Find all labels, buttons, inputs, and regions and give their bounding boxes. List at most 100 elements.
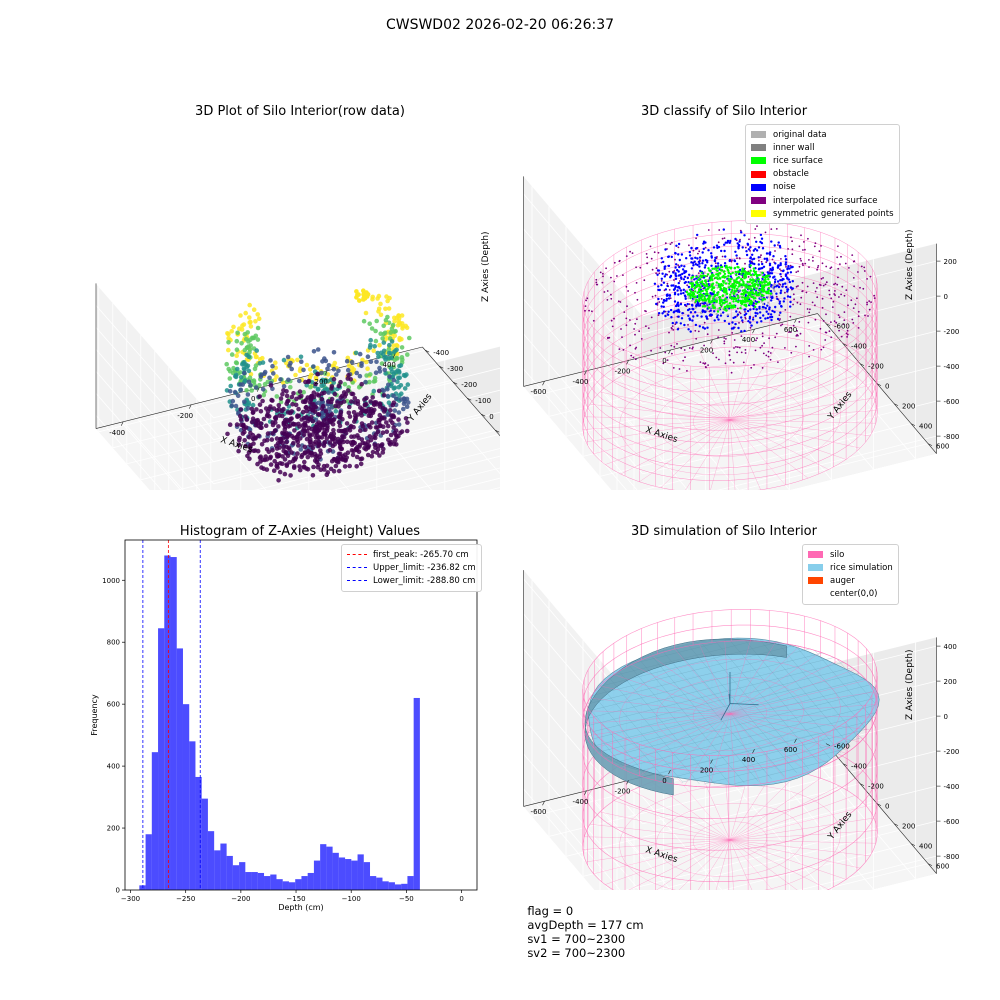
raw-data-point: [238, 387, 244, 393]
rice-surface-side: [584, 638, 787, 796]
rice-surface-point: [697, 288, 701, 291]
rice-surface-point: [752, 292, 755, 295]
interpolated-surface-point: [664, 242, 667, 245]
raw-data-point: [374, 318, 380, 324]
interpolated-surface-point: [657, 251, 660, 254]
x-tick-label: 200: [700, 347, 713, 355]
legend-item-inner-wall: inner wall: [751, 141, 894, 154]
raw-data-point: [229, 329, 234, 334]
x-tick-label: −250: [176, 895, 195, 903]
noise-point: [751, 253, 754, 256]
interpolated-surface-point: [825, 281, 828, 284]
noise-point: [662, 281, 666, 284]
rice-surface-point: [724, 266, 728, 269]
interpolated-surface-point: [864, 314, 866, 317]
noise-point: [702, 247, 705, 251]
raw-data-point: [318, 448, 323, 453]
interpolated-surface-point: [744, 246, 747, 249]
noise-point: [726, 239, 730, 243]
raw-data-point: [384, 429, 390, 435]
legend-item-rice-simulation: rice simulation: [808, 561, 893, 574]
raw-data-point: [226, 347, 231, 353]
rice-surface-point: [741, 296, 744, 299]
rice-surface-point: [755, 275, 759, 278]
interpolated-surface-point: [843, 294, 846, 297]
noise-point: [782, 269, 785, 272]
noise-point: [772, 276, 775, 279]
raw-data-point: [281, 448, 287, 454]
raw-data-point: [320, 359, 325, 364]
rice-surface-point: [763, 298, 767, 301]
interpolated-surface-point: [634, 322, 637, 325]
raw-data-point: [298, 447, 304, 452]
interpolated-surface-point: [738, 346, 741, 349]
interpolated-surface-point: [866, 301, 868, 304]
interpolated-surface-point: [854, 303, 857, 306]
noise-point: [677, 315, 680, 318]
raw-data-point: [328, 466, 334, 472]
raw-data-point: [379, 361, 385, 366]
raw-data-point: [248, 382, 253, 388]
rice-surface-point: [729, 293, 732, 296]
noise-point: [777, 241, 780, 244]
histogram-bar: [189, 741, 196, 890]
interpolated-surface-point: [805, 291, 808, 294]
interpolated-surface-point: [784, 291, 786, 294]
raw-data-point: [380, 336, 385, 341]
interpolated-surface-point: [837, 314, 840, 316]
raw-data-point: [397, 363, 402, 369]
rice-surface-point: [740, 278, 743, 281]
noise-point: [680, 264, 683, 267]
rice-surface-point: [769, 292, 772, 295]
interpolated-surface-point: [621, 336, 623, 338]
noise-point: [672, 284, 675, 287]
original-data-point: [720, 312, 723, 315]
interpolated-surface-point: [729, 359, 732, 361]
histogram-bar: [207, 831, 215, 890]
raw-data-point: [272, 458, 278, 464]
noise-point: [768, 262, 772, 265]
interpolated-surface-point: [686, 370, 688, 372]
raw-data-point: [238, 313, 243, 318]
noise-point: [754, 311, 757, 315]
raw-data-point: [352, 400, 358, 405]
rice-surface-point: [699, 281, 702, 284]
raw-data-point: [320, 414, 325, 420]
interpolated-surface-point: [822, 346, 825, 349]
legend-item-original-data: original data: [751, 128, 894, 141]
raw-data-point: [295, 439, 301, 445]
interpolated-surface-point: [846, 333, 849, 336]
noise-point: [669, 308, 673, 312]
rice-surface-point: [723, 287, 726, 290]
raw-data-point: [385, 393, 391, 399]
noise-point: [749, 246, 752, 249]
rice-surface-point: [750, 279, 753, 282]
noise-point: [709, 309, 712, 312]
interpolated-surface-point: [802, 249, 804, 251]
raw-data-point: [323, 408, 329, 414]
interpolated-surface-point: [846, 329, 849, 332]
raw-data-point: [406, 400, 411, 405]
raw-data-point: [238, 407, 244, 412]
interpolated-surface-point: [671, 241, 673, 244]
raw-data-point: [392, 315, 397, 321]
interpolated-surface-point: [739, 229, 742, 232]
raw-data-point: [251, 335, 257, 341]
rice-surface-point: [764, 274, 768, 278]
tick-mark: [876, 383, 882, 386]
raw-3d-plot: -400-2000200400-400-300-200-100010020030…: [95, 231, 500, 490]
interpolated-surface-point: [788, 331, 790, 333]
raw-data-point: [374, 450, 380, 455]
raw-data-point: [297, 424, 302, 429]
noise-point: [674, 277, 678, 281]
rice-surface-point: [688, 288, 692, 292]
noise-point: [666, 284, 669, 288]
interpolated-surface-point: [668, 331, 670, 334]
raw-data-point: [314, 459, 320, 465]
rice-surface-point: [711, 273, 714, 277]
interpolated-surface-point: [765, 354, 768, 357]
noise-point: [753, 262, 756, 266]
interpolated-surface-point: [831, 306, 834, 308]
rice-surface-point: [753, 282, 757, 286]
raw-data-point: [353, 350, 359, 356]
